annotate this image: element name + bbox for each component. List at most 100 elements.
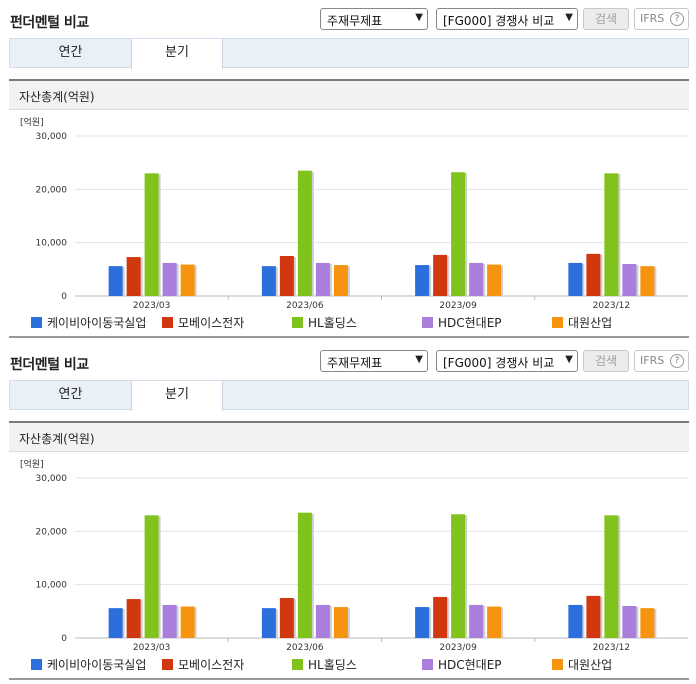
peer-group-select[interactable]: [FG000] 경쟁사 비교 ▼ (436, 8, 578, 30)
y-tick-label: 30,000 (36, 474, 68, 484)
bar (297, 170, 312, 296)
fundamental-comparison-panel: 펀더멘털 비교 주재무제표 ▼ [FG000] 경쟁사 비교 ▼ 검색 IFRS? … (0, 342, 696, 684)
legend-item[interactable]: 대원산업 (552, 656, 612, 672)
bar (315, 262, 330, 296)
bar (487, 264, 502, 296)
bar (126, 599, 141, 638)
legend-swatch (31, 659, 42, 670)
bar (108, 608, 123, 638)
metric-title: 자산총계(억원) (9, 421, 689, 452)
bar (469, 262, 484, 296)
legend-label: 모베이스전자 (178, 658, 245, 672)
panel-title: 펀더멘털 비교 (10, 357, 89, 373)
legend-swatch (552, 659, 563, 670)
bar (261, 608, 276, 638)
search-button[interactable]: 검색 (583, 350, 629, 372)
bar (433, 254, 448, 296)
y-tick-label: 10,000 (36, 581, 68, 591)
bar (568, 604, 583, 638)
bar (451, 514, 466, 638)
legend-label: 대원산업 (568, 316, 613, 330)
bar (180, 264, 195, 296)
tab-quarterly[interactable]: 분기 (131, 381, 223, 411)
legend-label: 대원산업 (568, 658, 613, 672)
search-button[interactable]: 검색 (583, 8, 629, 30)
bar (640, 266, 655, 296)
x-tick-label: 2023/03 (133, 301, 170, 310)
help-icon: ? (670, 354, 684, 368)
panel-title: 펀더멘털 비교 (10, 15, 89, 31)
bar (162, 262, 177, 296)
legend-item[interactable]: 대원산업 (552, 314, 612, 330)
legend-item[interactable]: HL홀딩스 (292, 656, 357, 672)
legend-item[interactable]: 모베이스전자 (162, 656, 244, 672)
legend-label: HL홀딩스 (308, 658, 357, 672)
chevron-down-icon: ▼ (415, 12, 423, 23)
y-tick-label: 20,000 (36, 185, 68, 195)
statement-type-value: 주재무제표 (327, 14, 383, 28)
bar (433, 596, 448, 638)
peer-group-select[interactable]: [FG000] 경쟁사 비교 ▼ (436, 350, 578, 372)
legend-item[interactable]: HDC현대EP (422, 656, 502, 672)
ifrs-label: IFRS (640, 12, 665, 25)
legend-label: 케이비아이동국실업 (47, 316, 147, 330)
ifrs-help-button[interactable]: IFRS? (634, 350, 689, 372)
help-icon: ? (670, 12, 684, 26)
bar-chart: [억원] 0 10,000 20,000 30,000 2023/03 2023/06 202… (9, 110, 689, 340)
bar (315, 604, 330, 638)
panel-divider (9, 678, 689, 680)
bar (144, 515, 159, 638)
statement-type-select[interactable]: 주재무제표 ▼ (320, 350, 428, 372)
legend-label: HDC현대EP (438, 658, 502, 672)
bar (108, 266, 123, 296)
y-tick-label: 0 (61, 292, 67, 302)
peer-group-value: [FG000] 경쟁사 비교 (443, 14, 555, 28)
legend-item[interactable]: 케이비아이동국실업 (31, 656, 146, 672)
bar (622, 606, 637, 638)
bar (451, 172, 466, 296)
chevron-down-icon: ▼ (565, 354, 573, 365)
tab-annual[interactable]: 연간 (58, 45, 83, 60)
legend-item[interactable]: 케이비아이동국실업 (31, 314, 146, 330)
legend-label: HDC현대EP (438, 316, 502, 330)
legend-swatch (292, 317, 303, 328)
period-tabs: 연간 분기 (9, 38, 689, 69)
panel-divider (9, 336, 689, 338)
legend-swatch (422, 659, 433, 670)
y-tick-label: 20,000 (36, 527, 68, 537)
legend-item[interactable]: HL홀딩스 (292, 314, 357, 330)
bar (622, 264, 637, 296)
x-tick-label: 2023/09 (439, 643, 477, 652)
legend-item[interactable]: HDC현대EP (422, 314, 502, 330)
bar-chart: [억원] 0 10,000 20,000 30,000 2023/03 2023/06 202… (9, 452, 689, 682)
chevron-down-icon: ▼ (565, 12, 573, 23)
y-tick-label: 0 (61, 634, 67, 644)
bar (568, 262, 583, 296)
x-tick-label: 2023/09 (439, 301, 477, 310)
bar (415, 265, 430, 296)
bar (604, 173, 619, 296)
bar (333, 265, 348, 296)
y-tick-label: 30,000 (36, 132, 68, 142)
statement-type-select[interactable]: 주재무제표 ▼ (320, 8, 428, 30)
peer-group-value: [FG000] 경쟁사 비교 (443, 356, 555, 370)
bar (279, 598, 294, 638)
bar (469, 604, 484, 638)
legend-swatch (552, 317, 563, 328)
bar (261, 266, 276, 296)
legend-label: 케이비아이동국실업 (47, 658, 147, 672)
bar (180, 606, 195, 638)
unit-label: [억원] (20, 116, 44, 128)
bar (297, 512, 312, 638)
ifrs-label: IFRS (640, 354, 665, 367)
period-tabs: 연간 분기 (9, 380, 689, 411)
x-tick-label: 2023/06 (286, 643, 324, 652)
ifrs-help-button[interactable]: IFRS? (634, 8, 689, 30)
tab-quarterly[interactable]: 분기 (131, 39, 223, 69)
legend-swatch (162, 317, 173, 328)
tab-annual[interactable]: 연간 (58, 387, 83, 402)
legend-item[interactable]: 모베이스전자 (162, 314, 244, 330)
legend-swatch (31, 317, 42, 328)
bar (415, 607, 430, 638)
x-tick-label: 2023/12 (593, 643, 630, 652)
